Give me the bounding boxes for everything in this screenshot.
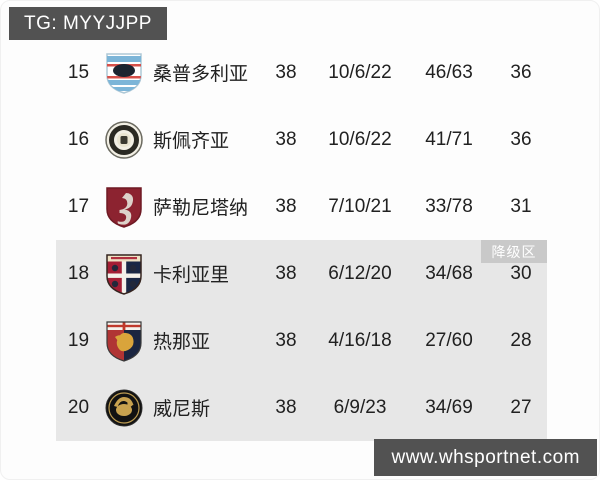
win-draw-loss: 6/9/23 (333, 396, 387, 418)
points: 30 (510, 262, 532, 284)
rank: 19 (67, 329, 90, 351)
points: 36 (510, 128, 532, 150)
team-name: 卡利亚里 (153, 265, 230, 286)
telegram-watermark: TG: MYYJJPP (9, 7, 167, 40)
team-name: 桑普多利亚 (153, 64, 249, 85)
points: 27 (510, 396, 532, 418)
table-row[interactable]: 19 热那亚 38 4/16/18 27/60 28 (56, 307, 547, 374)
table-row[interactable]: 20 威尼斯 38 6/9/23 34/69 27 (56, 374, 547, 441)
matches-played: 38 (275, 396, 297, 418)
goals-for-against: 34/69 (425, 396, 473, 418)
goals-for-against: 34/68 (425, 262, 473, 284)
table-row[interactable]: 17 萨勒尼塔纳 38 7/10/21 33/78 31 (56, 173, 547, 240)
goals-for-against: 33/78 (425, 195, 473, 217)
points: 31 (510, 195, 532, 217)
rank: 20 (67, 396, 90, 418)
team-name: 热那亚 (153, 332, 211, 353)
site-watermark: www.whsportnet.com (374, 439, 597, 476)
win-draw-loss: 7/10/21 (328, 195, 392, 217)
rank: 15 (67, 61, 90, 83)
team-name: 萨勒尼塔纳 (153, 198, 249, 219)
cagliari-crest-icon (101, 251, 147, 297)
table-row[interactable]: 15 桑普多利亚 38 10/6/22 46/63 36 (56, 39, 547, 106)
league-table: 15 桑普多利亚 38 10/6/22 46/63 36 16 斯佩齐亚 38 … (56, 39, 547, 441)
win-draw-loss: 10/6/22 (328, 61, 392, 83)
team-name: 威尼斯 (153, 399, 211, 420)
win-draw-loss: 10/6/22 (328, 128, 392, 150)
matches-played: 38 (275, 61, 297, 83)
table-row[interactable]: 18 卡利亚里 38 6/12/20 34/68 30 (56, 240, 547, 307)
matches-played: 38 (275, 262, 297, 284)
rank: 16 (67, 128, 90, 150)
relegation-rows-group: 18 卡利亚里 38 6/12/20 34/68 30 19 热那亚 38 4/… (56, 240, 547, 441)
salernitana-crest-icon (101, 184, 147, 230)
points: 28 (510, 329, 532, 351)
goals-for-against: 27/60 (425, 329, 473, 351)
win-draw-loss: 6/12/20 (328, 262, 392, 284)
matches-played: 38 (275, 329, 297, 351)
rank: 18 (67, 262, 90, 284)
genoa-crest-icon (101, 318, 147, 364)
goals-for-against: 46/63 (425, 61, 473, 83)
matches-played: 38 (275, 195, 297, 217)
matches-played: 38 (275, 128, 297, 150)
points: 36 (510, 61, 532, 83)
table-row[interactable]: 16 斯佩齐亚 38 10/6/22 41/71 36 (56, 106, 547, 173)
venezia-crest-icon (101, 385, 147, 431)
relegation-zone: 降级区 18 卡利亚里 38 6/12/20 34/68 30 19 热那亚 3… (56, 240, 547, 441)
win-draw-loss: 4/16/18 (328, 329, 392, 351)
team-name: 斯佩齐亚 (153, 131, 230, 152)
spezia-crest-icon (101, 117, 147, 163)
goals-for-against: 41/71 (425, 128, 473, 150)
rank: 17 (67, 195, 90, 217)
sampdoria-crest-icon (101, 50, 147, 96)
relegation-zone-badge: 降级区 (481, 240, 547, 263)
safe-rows-group: 15 桑普多利亚 38 10/6/22 46/63 36 16 斯佩齐亚 38 … (56, 39, 547, 240)
